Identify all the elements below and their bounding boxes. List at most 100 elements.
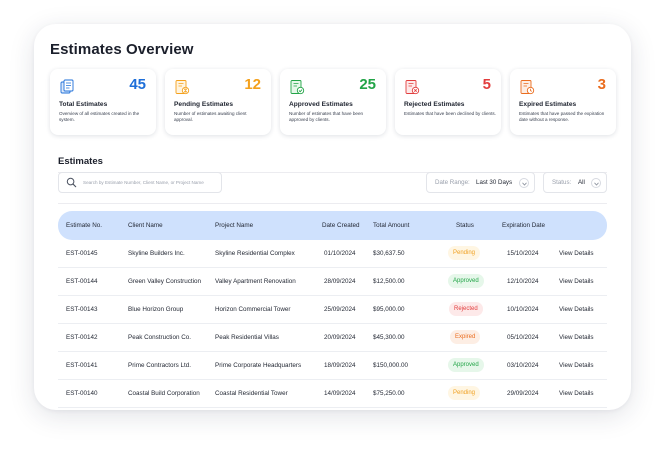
search-input[interactable] xyxy=(83,176,217,189)
cell-date-created: 20/09/2024 xyxy=(324,334,356,341)
column-header-total-amount[interactable]: Total Amount xyxy=(373,222,410,229)
date-range-value: Last 30 Days xyxy=(476,179,513,186)
card-description: Overview of all estimates created in the… xyxy=(59,111,140,123)
table-row: EST-00144 Green Valley Construction Vall… xyxy=(58,268,607,296)
status-badge: Expired xyxy=(450,330,481,344)
cell-total-amount: $45,300.00 xyxy=(373,334,405,341)
search-icon xyxy=(66,177,77,188)
chevron-down-icon xyxy=(591,178,601,188)
cell-client-name: Coastal Build Corporation xyxy=(128,390,200,397)
cell-date-created: 25/09/2024 xyxy=(324,306,356,313)
cell-date-created: 28/09/2024 xyxy=(324,278,356,285)
cell-date-created: 14/09/2024 xyxy=(324,390,356,397)
cell-client-name: Green Valley Construction xyxy=(128,278,202,285)
status-label: Status: xyxy=(552,179,572,186)
column-header-project-name[interactable]: Project Name xyxy=(215,222,254,229)
search-box[interactable] xyxy=(58,172,222,193)
card-value: 12 xyxy=(244,76,261,93)
cell-estimate-no: EST-00142 xyxy=(66,334,98,341)
cell-expiration-date: 29/09/2024 xyxy=(507,390,539,397)
status-dropdown[interactable]: Status: All xyxy=(543,172,607,193)
section-divider xyxy=(58,172,607,173)
summary-cards: 45 Total Estimates Overview of all estim… xyxy=(50,69,616,135)
card-approved-estimates[interactable]: 25 Approved Estimates Number of estimate… xyxy=(280,69,386,135)
card-description: Estimates that have been declined by cli… xyxy=(404,111,496,116)
date-range-label: Date Range: xyxy=(435,179,470,186)
column-header-client-name[interactable]: Client Name xyxy=(128,222,163,229)
table-row: EST-00141 Prime Contractors Ltd. Prime C… xyxy=(58,352,607,380)
status-badge: Approved xyxy=(448,358,484,372)
status-badge: Rejected xyxy=(449,302,483,316)
hourglass-document-icon xyxy=(175,80,190,95)
cell-estimate-no: EST-00145 xyxy=(66,250,98,257)
cell-expiration-date: 15/10/2024 xyxy=(507,250,539,257)
cell-project-name: Horizon Commercial Tower xyxy=(215,306,291,313)
card-expired-estimates[interactable]: 3 Expired Estimates Estimates that have … xyxy=(510,69,616,135)
card-title: Expired Estimates xyxy=(519,101,577,108)
cell-project-name: Prime Corporate Headquarters xyxy=(215,362,302,369)
cell-expiration-date: 03/10/2024 xyxy=(507,362,539,369)
cell-total-amount: $150,000.00 xyxy=(373,362,409,369)
date-range-dropdown[interactable]: Date Range: Last 30 Days xyxy=(426,172,535,193)
cell-total-amount: $95,000.00 xyxy=(373,306,405,313)
cell-project-name: Peak Residential Villas xyxy=(215,334,279,341)
view-details-link[interactable]: View Details xyxy=(559,362,594,369)
card-description: Number of estimates awaiting client appr… xyxy=(174,111,247,123)
chevron-down-icon xyxy=(519,178,529,188)
card-total-estimates[interactable]: 45 Total Estimates Overview of all estim… xyxy=(50,69,156,135)
cell-estimate-no: EST-00140 xyxy=(66,390,98,397)
card-rejected-estimates[interactable]: 5 Rejected Estimates Estimates that have… xyxy=(395,69,501,135)
card-value: 3 xyxy=(597,76,606,93)
card-value: 5 xyxy=(482,76,491,93)
card-title: Approved Estimates xyxy=(289,101,353,108)
document-stack-icon xyxy=(60,79,74,94)
card-pending-estimates[interactable]: 12 Pending Estimates Number of estimates… xyxy=(165,69,271,135)
view-details-link[interactable]: View Details xyxy=(559,278,594,285)
page-title: Estimates Overview xyxy=(50,41,194,58)
card-value: 45 xyxy=(129,76,146,93)
card-title: Pending Estimates xyxy=(174,101,233,108)
cell-expiration-date: 05/10/2024 xyxy=(507,334,539,341)
filter-divider xyxy=(58,203,607,204)
cell-total-amount: $12,500.00 xyxy=(373,278,405,285)
cell-client-name: Skyline Builders Inc. xyxy=(128,250,185,257)
table-header: Estimate No. Client Name Project Name Da… xyxy=(58,211,607,240)
status-badge: Pending xyxy=(448,246,481,260)
column-header-estimate-no[interactable]: Estimate No. xyxy=(66,222,103,229)
card-description: Estimates that have passed the expiratio… xyxy=(519,111,605,123)
cell-client-name: Blue Horizon Group xyxy=(128,306,184,313)
view-details-link[interactable]: View Details xyxy=(559,334,594,341)
table-row: EST-00143 Blue Horizon Group Horizon Com… xyxy=(58,296,607,324)
check-document-icon xyxy=(290,80,305,95)
cell-project-name: Valley Apartment Renovation xyxy=(215,278,296,285)
table-row: EST-00142 Peak Construction Co. Peak Res… xyxy=(58,324,607,352)
column-header-expiration-date[interactable]: Expiration Date xyxy=(502,222,546,229)
view-details-link[interactable]: View Details xyxy=(559,250,594,257)
status-value: All xyxy=(578,179,585,186)
cell-client-name: Peak Construction Co. xyxy=(128,334,191,341)
x-document-icon xyxy=(405,80,420,95)
cell-client-name: Prime Contractors Ltd. xyxy=(128,362,191,369)
card-title: Total Estimates xyxy=(59,101,108,108)
cell-date-created: 18/09/2024 xyxy=(324,362,356,369)
table-row: EST-00145 Skyline Builders Inc. Skyline … xyxy=(58,240,607,268)
cell-estimate-no: EST-00144 xyxy=(66,278,98,285)
column-header-status[interactable]: Status xyxy=(456,222,474,229)
cell-estimate-no: EST-00143 xyxy=(66,306,98,313)
view-details-link[interactable]: View Details xyxy=(559,390,594,397)
estimates-panel: Estimates Overview 45 Total Estimates Ov… xyxy=(34,24,631,410)
cell-date-created: 01/10/2024 xyxy=(324,250,356,257)
section-title: Estimates xyxy=(58,156,103,167)
cell-total-amount: $75,250.00 xyxy=(373,390,405,397)
status-badge: Pending xyxy=(448,386,481,400)
table-row: EST-00140 Coastal Build Corporation Coas… xyxy=(58,380,607,408)
column-header-date-created[interactable]: Date Created xyxy=(322,222,360,229)
cell-expiration-date: 10/10/2024 xyxy=(507,306,539,313)
view-details-link[interactable]: View Details xyxy=(559,306,594,313)
cell-project-name: Coastal Residential Tower xyxy=(215,390,288,397)
clock-document-icon xyxy=(520,80,535,95)
cell-project-name: Skyline Residential Complex xyxy=(215,250,295,257)
cell-total-amount: $30,637.50 xyxy=(373,250,405,257)
card-description: Number of estimates that have been appro… xyxy=(289,111,364,123)
status-badge: Approved xyxy=(448,274,484,288)
